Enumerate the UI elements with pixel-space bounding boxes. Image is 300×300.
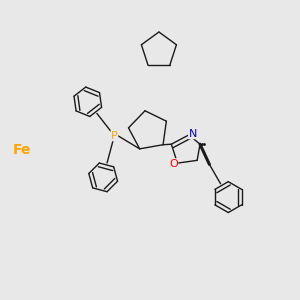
Text: P: P [111,131,118,141]
Text: O: O [169,159,178,169]
Text: Fe: Fe [13,143,32,157]
Text: N: N [189,129,197,139]
